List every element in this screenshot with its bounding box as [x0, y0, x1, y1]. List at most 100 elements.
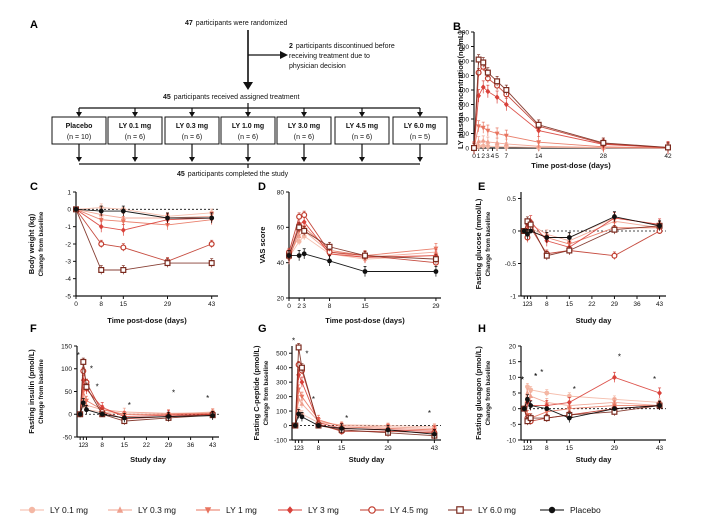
data-point	[431, 431, 437, 437]
data-point	[525, 384, 530, 390]
data-point	[362, 269, 368, 274]
y-tick-label: -4	[65, 276, 71, 283]
x-tick-label: 0	[74, 301, 78, 308]
legend-item: LY 0.1 mg	[20, 505, 88, 515]
significance-marker: *	[428, 409, 431, 418]
data-point	[480, 84, 486, 90]
y-tick-label: 600	[458, 58, 469, 65]
x-tick-label: 43	[656, 445, 664, 452]
data-point	[485, 139, 491, 144]
data-point	[208, 260, 215, 267]
x-tick-label: 3	[302, 303, 306, 310]
data-point	[528, 403, 534, 408]
y-axis-sublabel: Change from baseline	[38, 359, 45, 424]
panel-label-d: D	[258, 181, 266, 193]
x-tick-label: 8	[99, 301, 103, 308]
x-tick-label: 22	[588, 301, 596, 308]
flow-group-n: (n = 10)	[67, 134, 91, 141]
data-point	[524, 418, 531, 425]
flow-completed: 45 participants completed the study	[177, 171, 289, 178]
y-tick-label: 80	[277, 189, 285, 196]
x-axis-label: Time post-dose (days)	[531, 161, 611, 170]
data-point	[664, 144, 671, 151]
x-axis-label: Study day	[349, 455, 386, 464]
flow-group-box	[392, 116, 448, 145]
y-tick-label: -1	[510, 293, 516, 300]
x-tick-label: 36	[633, 301, 641, 308]
flow-group-label: LY 3.0 mg	[288, 123, 320, 130]
data-point	[484, 69, 491, 76]
x-axis-label: Time post-dose (days)	[325, 316, 405, 325]
significance-marker: *	[345, 414, 348, 423]
series-line	[473, 86, 669, 149]
y-tick-label: -0.5	[505, 261, 517, 268]
series-ly-4-5-mg	[72, 206, 215, 266]
data-point	[527, 221, 534, 228]
data-point	[299, 379, 305, 386]
series-ly-6-0-mg	[521, 216, 663, 261]
data-point	[611, 226, 618, 233]
chart-panel-e: 0.5 0 -0.5 -1 1 2 3 8 15 22 29 36 43 Study day Fasting…	[474, 192, 666, 325]
y-tick-label: 0	[283, 423, 287, 430]
x-tick-label: 2	[481, 153, 485, 160]
x-tick-label: 1	[522, 301, 526, 308]
y-axis-label: Fasting glucose (mmol/L)	[474, 198, 483, 289]
data-point	[433, 269, 439, 274]
data-point	[296, 224, 303, 231]
data-point	[543, 415, 550, 422]
data-point	[292, 423, 298, 428]
data-point	[164, 260, 171, 267]
x-tick-label: 3	[529, 301, 533, 308]
y-tick-label: 700	[458, 44, 469, 51]
flow-group-box	[164, 116, 220, 145]
x-tick-label: 8	[545, 445, 549, 452]
legend-label: LY 1 mg	[226, 505, 257, 515]
series-line	[288, 226, 436, 260]
y-tick-label: 0	[512, 228, 516, 235]
flow-group-box	[51, 116, 107, 145]
data-point	[296, 213, 303, 220]
data-point	[527, 415, 534, 422]
y-tick-label: 100	[276, 408, 287, 415]
data-point	[471, 145, 478, 152]
series-placebo	[292, 409, 437, 439]
significance-marker: *	[312, 395, 315, 404]
data-point	[521, 228, 527, 234]
data-point	[528, 393, 534, 399]
y-tick-label: 500	[458, 73, 469, 80]
data-point	[536, 140, 542, 146]
data-point	[433, 246, 439, 252]
significance-marker: *	[653, 375, 656, 384]
flow-arrowhead	[245, 157, 251, 162]
data-point	[503, 86, 510, 93]
y-tick-label: -3	[65, 259, 71, 266]
y-tick-label: 0	[67, 207, 71, 214]
y-tick-label: -10	[507, 437, 517, 444]
y-tick-label: 20	[509, 343, 517, 350]
data-point	[296, 411, 302, 417]
data-point	[528, 228, 534, 234]
flow-arrowhead	[359, 112, 365, 117]
legend-marker	[456, 506, 464, 514]
data-point	[475, 69, 482, 76]
data-point	[296, 253, 302, 258]
data-point	[120, 227, 126, 234]
legend-marker	[368, 506, 376, 514]
flow-discontinued-n: 2	[289, 43, 293, 50]
legend-marker	[116, 506, 124, 513]
data-point	[657, 223, 662, 229]
series-placebo	[73, 205, 215, 223]
x-tick-label: 1	[78, 442, 82, 449]
y-axis-sublabel: Change from baseline	[38, 211, 45, 276]
x-tick-label: 29	[611, 445, 619, 452]
significance-marker: *	[172, 388, 175, 397]
data-point	[362, 252, 369, 259]
flow-arrowhead	[132, 157, 138, 162]
x-tick-label: 7	[505, 153, 509, 160]
x-tick-label: 8	[328, 303, 332, 310]
series-line	[288, 214, 436, 264]
data-point	[98, 223, 104, 230]
x-tick-label: 2	[81, 442, 85, 449]
